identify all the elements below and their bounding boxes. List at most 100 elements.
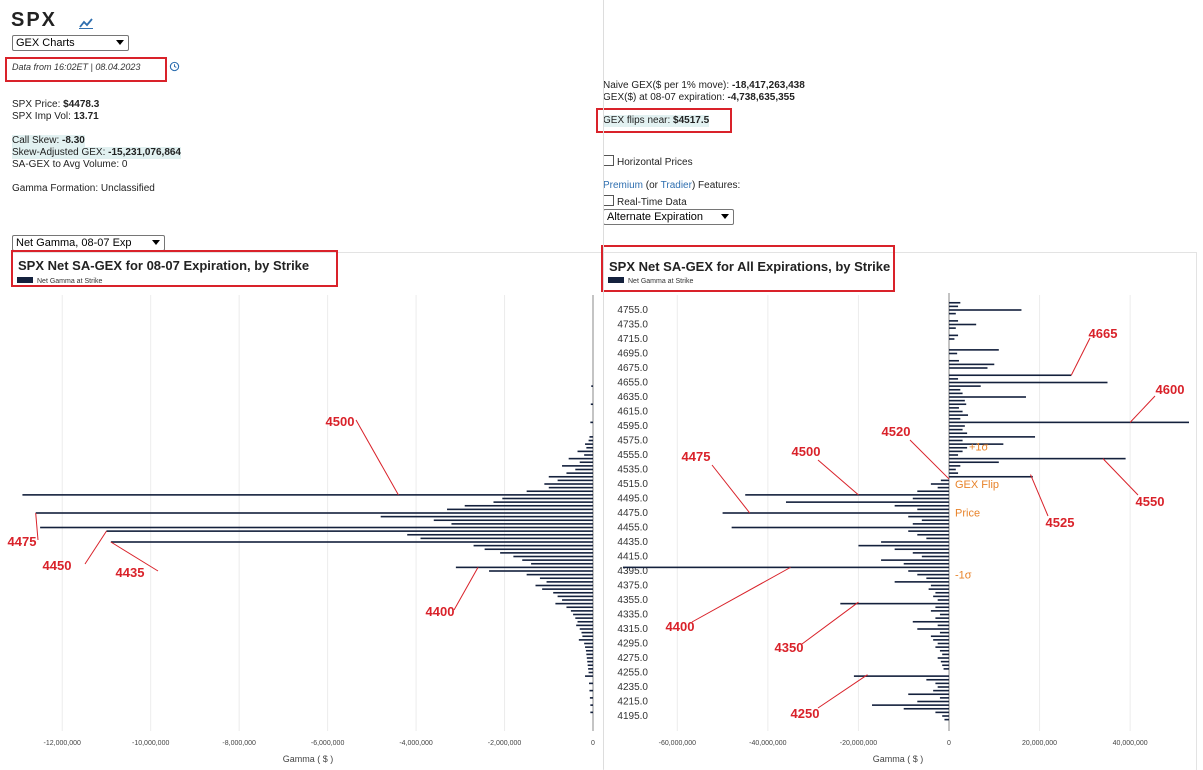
bar bbox=[912, 523, 949, 525]
bar bbox=[939, 631, 949, 634]
bar bbox=[949, 417, 961, 420]
or-text: (or bbox=[643, 180, 661, 191]
bar bbox=[921, 555, 949, 558]
annotation-label: 4475 bbox=[682, 449, 711, 464]
premium-link[interactable]: Premium bbox=[603, 180, 644, 191]
bar bbox=[908, 530, 949, 532]
annotation-line bbox=[691, 566, 791, 623]
data-timestamp: Data from 16:02ET | 08.04.2023 bbox=[12, 61, 140, 73]
gex-flips-near: GEX flips near: $4517.5 bbox=[603, 115, 710, 127]
data-from-label: Data from 16:02ET | bbox=[12, 62, 93, 72]
bar bbox=[526, 573, 593, 576]
bar bbox=[590, 421, 593, 424]
bar bbox=[577, 620, 593, 623]
annotation-label: 4475 bbox=[8, 534, 37, 549]
annotation-line bbox=[110, 541, 159, 572]
x-tick-label: -6,000,000 bbox=[311, 740, 345, 747]
spx-price-value: $4478.3 bbox=[63, 99, 100, 110]
net-gamma-select[interactable]: Net Gamma, 08-07 Exp bbox=[12, 235, 165, 251]
bar bbox=[590, 403, 593, 406]
skew-adjusted-gex: Skew-Adjusted GEX: -15,231,076,864 bbox=[12, 147, 181, 159]
tradier-link[interactable]: Tradier bbox=[660, 180, 692, 191]
bar bbox=[930, 584, 949, 587]
bar bbox=[553, 591, 593, 594]
y-tick-label: 4735.0 bbox=[617, 320, 648, 331]
bar bbox=[908, 570, 949, 572]
annotation-line bbox=[1070, 337, 1091, 376]
bar bbox=[473, 544, 593, 547]
y-tick-label: 4435.0 bbox=[617, 537, 648, 548]
spx-price-label: SPX Price: bbox=[12, 99, 61, 110]
bar bbox=[380, 515, 593, 518]
flips-value: $4517.5 bbox=[673, 115, 710, 126]
bar bbox=[586, 446, 593, 449]
legend-left-label: Net Gamma at Strike bbox=[37, 278, 103, 285]
bar bbox=[526, 490, 593, 493]
bar bbox=[937, 686, 949, 688]
bar bbox=[40, 526, 594, 529]
spx-price: SPX Price: $4478.3 bbox=[12, 99, 99, 111]
y-tick-label: 4595.0 bbox=[617, 421, 648, 432]
bar bbox=[949, 378, 959, 380]
annotation-label: 4400 bbox=[426, 604, 455, 619]
bar bbox=[578, 639, 593, 641]
bar bbox=[589, 697, 593, 699]
y-tick-label: 4715.0 bbox=[617, 334, 648, 345]
bar bbox=[513, 555, 593, 558]
bar bbox=[917, 533, 949, 536]
bar bbox=[917, 490, 949, 493]
bar bbox=[949, 381, 1108, 384]
bar bbox=[447, 508, 593, 511]
bar bbox=[949, 425, 965, 427]
bar bbox=[555, 602, 593, 605]
bar bbox=[949, 309, 1022, 311]
bar bbox=[935, 711, 949, 714]
annotation-label: 4500 bbox=[326, 414, 355, 429]
annotation-label: 4600 bbox=[1156, 382, 1185, 397]
bar bbox=[568, 457, 593, 460]
x-axis-label: Gamma ( $ ) bbox=[283, 754, 334, 764]
bar bbox=[581, 631, 593, 634]
bar bbox=[587, 660, 593, 663]
bar bbox=[937, 599, 949, 601]
bar bbox=[949, 439, 963, 442]
bar bbox=[949, 432, 968, 435]
y-tick-label: 4555.0 bbox=[617, 450, 648, 461]
bar bbox=[840, 602, 949, 605]
bar bbox=[949, 465, 961, 467]
bar bbox=[933, 595, 949, 598]
bar bbox=[949, 446, 968, 449]
annotation-line bbox=[84, 530, 107, 565]
alt-expiration-value: Alternate Expiration bbox=[607, 211, 703, 223]
bar bbox=[949, 392, 963, 395]
history-icon[interactable] bbox=[169, 61, 180, 72]
bar bbox=[930, 610, 949, 612]
bar bbox=[576, 624, 593, 627]
y-tick-label: 4355.0 bbox=[617, 595, 648, 606]
bar bbox=[433, 519, 593, 522]
legend-right-label: Net Gamma at Strike bbox=[628, 278, 694, 285]
data-timestamp-box bbox=[5, 57, 167, 82]
y-tick-label: 4295.0 bbox=[617, 639, 648, 650]
view-select[interactable]: GEX Charts bbox=[12, 35, 129, 51]
alternate-expiration-select[interactable]: Alternate Expiration bbox=[603, 209, 734, 225]
sa-gex-avg-volume: SA-GEX to Avg Volume: 0 bbox=[12, 159, 127, 171]
bar bbox=[949, 396, 1026, 398]
bar bbox=[937, 642, 949, 645]
bar bbox=[881, 559, 949, 561]
bar bbox=[949, 403, 967, 406]
bar bbox=[579, 461, 593, 464]
bar bbox=[590, 711, 593, 714]
naive-gex: Naive GEX($ per 1% move): -18,417,263,43… bbox=[603, 80, 805, 92]
chart-icon[interactable] bbox=[79, 17, 93, 29]
bar bbox=[917, 573, 949, 576]
annotation-label: 4500 bbox=[792, 444, 821, 459]
call-skew-label: Call Skew: bbox=[12, 135, 60, 146]
y-tick-label: 4215.0 bbox=[617, 697, 648, 708]
bar bbox=[570, 610, 593, 612]
y-tick-label: 4195.0 bbox=[617, 711, 648, 722]
annotation-label: 4435 bbox=[116, 565, 145, 580]
marker-label: Price bbox=[955, 508, 980, 520]
bar bbox=[937, 486, 949, 489]
annotation-label: 4400 bbox=[666, 619, 695, 634]
